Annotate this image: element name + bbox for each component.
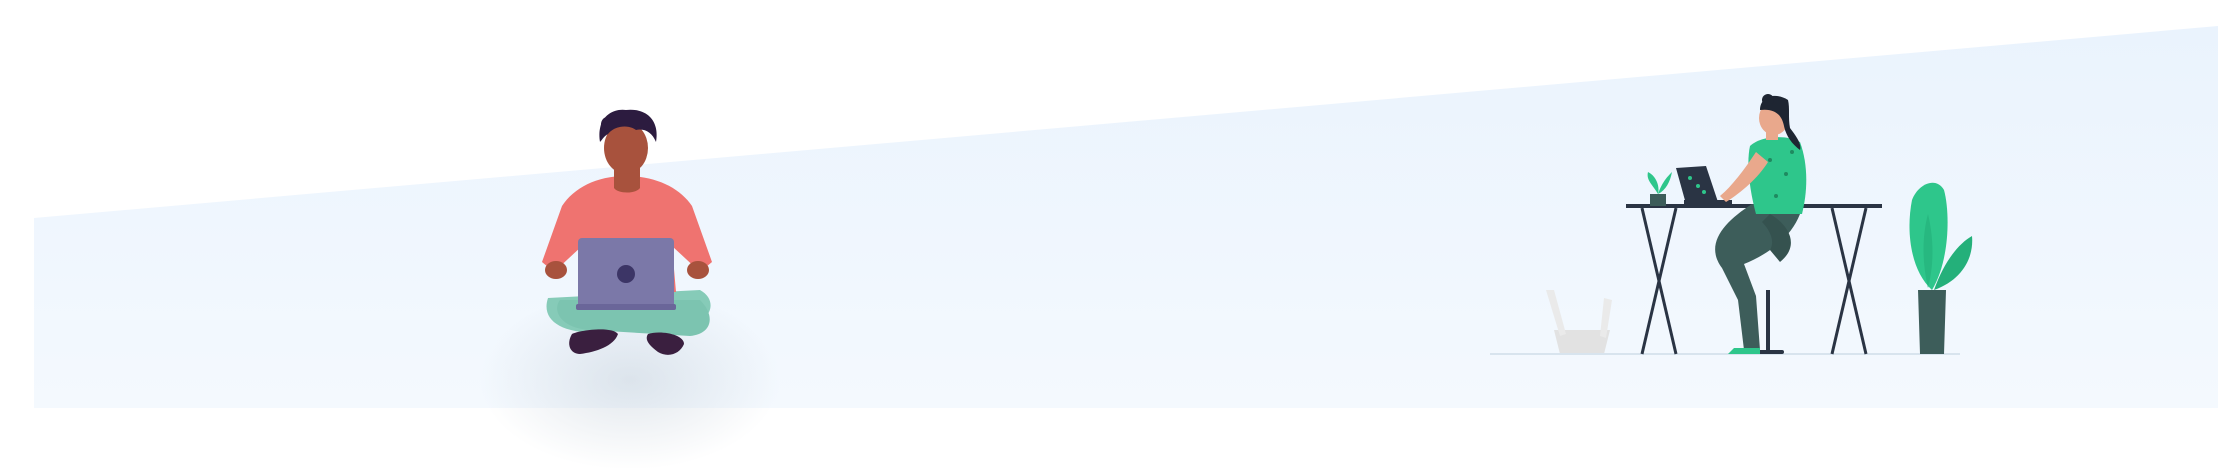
person-sitting-with-laptop: [542, 109, 712, 355]
slanted-background-panel: [34, 26, 2218, 408]
waste-basket: [1546, 290, 1612, 354]
potted-plant: [1909, 182, 1973, 354]
person-at-standing-desk: [1626, 94, 1882, 355]
figure-shadow: [480, 290, 780, 468]
